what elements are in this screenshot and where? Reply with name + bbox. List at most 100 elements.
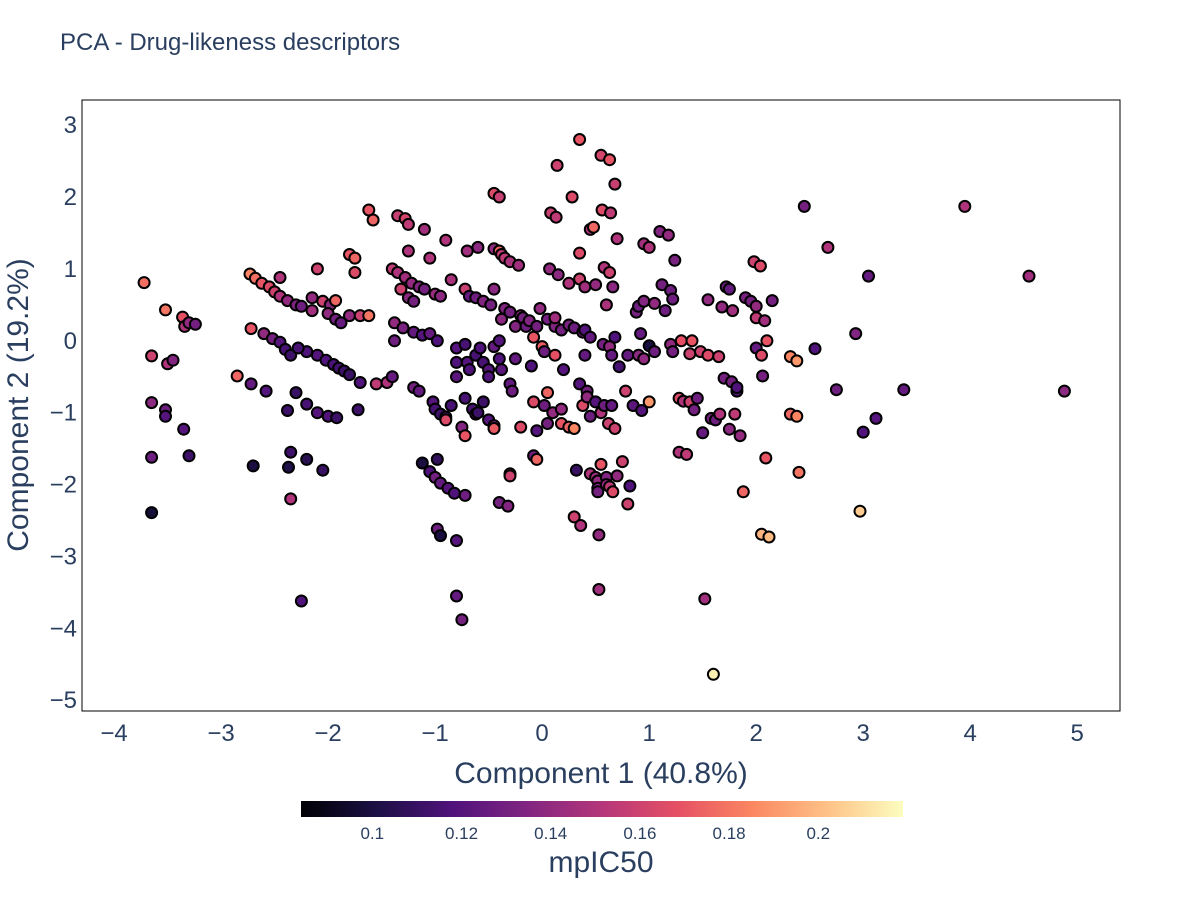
colorbar [301,801,903,817]
data-point [447,486,461,500]
data-point [444,273,458,287]
data-point [668,253,682,267]
colorbar-tick-label: 0.12 [445,824,478,843]
data-point [401,244,415,258]
data-point [621,497,635,511]
data-point [1057,384,1071,398]
y-tick-label: −5 [50,687,77,714]
data-point [159,409,172,423]
data-point [749,299,763,313]
data-point [458,391,472,405]
data-point [592,583,606,596]
data-point [856,425,870,439]
data-point [300,452,314,466]
data-point [310,406,324,420]
data-point [753,259,767,273]
data-point [550,158,564,172]
data-point [583,330,597,344]
data-point [623,479,637,493]
data-point [137,276,151,290]
data-point [430,334,444,348]
y-axis-ticks: 3 2 1 0 −1 −2 −3 −4 −5 [50,112,77,714]
data-point [569,463,583,477]
data-point [756,369,770,383]
data-point [284,492,298,506]
data-point [492,352,506,366]
data-point [492,334,506,348]
data-point [730,381,744,394]
data-point [330,411,344,425]
data-point [281,404,294,417]
data-point [726,304,740,318]
data-point [713,407,727,421]
data-point [362,309,376,323]
data-point [578,348,592,362]
data-point [458,337,472,351]
data-point [712,350,726,364]
data-point [603,266,617,279]
data-point [606,485,620,499]
x-tick-label: 3 [857,720,870,747]
data-point [797,199,811,213]
data-point [666,345,680,359]
x-tick-label: 5 [1071,720,1084,747]
data-point [610,469,624,483]
data-point [284,348,298,362]
data-point [530,319,544,333]
data-point [603,153,617,167]
data-point [300,397,314,411]
data-point [605,399,619,412]
chart-title: PCA - Drug-likeness descriptors [60,29,400,56]
data-point [728,407,742,421]
colorbar-title: mpIC50 [548,846,653,879]
data-point [482,370,496,384]
data-point [849,327,863,341]
data-point [388,334,401,348]
data-point [343,368,356,382]
data-point [394,282,408,296]
data-point [604,206,618,220]
x-tick-label: −1 [421,720,448,747]
data-point [610,232,624,246]
data-point [455,613,469,627]
data-point [698,592,712,606]
data-point [792,465,806,479]
data-point [244,377,258,391]
data-point [591,485,605,499]
data-point [549,210,563,224]
data-point [527,395,541,409]
data-point [385,370,399,384]
data-point [530,452,544,466]
y-tick-label: 2 [64,184,77,211]
data-point [594,457,608,471]
data-point [574,519,588,532]
data-point [666,292,680,306]
data-point [348,266,362,279]
data-point [1022,269,1036,283]
data-point [444,399,458,412]
data-point [541,417,554,430]
data-point [587,220,600,234]
data-point [635,404,649,417]
colorbar-tick-label: 0.16 [623,824,656,843]
x-tick-label: 0 [535,720,548,747]
data-point [897,383,911,397]
data-point [573,133,587,146]
data-point [608,330,622,344]
data-point [366,213,380,227]
data-point [696,426,710,440]
y-tick-label: −4 [50,615,77,642]
data-point [869,411,883,425]
data-point [273,271,287,284]
data-point [829,383,843,397]
data-point [808,342,822,356]
data-point [554,402,568,416]
data-point [567,510,581,524]
data-point [537,399,551,412]
data-point [434,289,447,303]
data-point [471,240,485,254]
data-point [514,420,528,434]
data-point [759,451,773,465]
data-point [505,384,519,398]
data-point [557,363,570,377]
